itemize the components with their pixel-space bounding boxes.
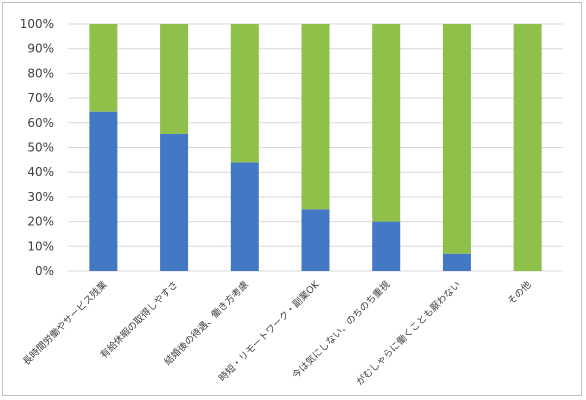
bar-segment-series-2 (372, 24, 401, 222)
bars (89, 24, 542, 271)
bar-segment-series-1 (301, 209, 330, 271)
y-tick-label: 60% (27, 116, 54, 130)
y-tick-label: 80% (27, 66, 54, 80)
bar-segment-series-2 (513, 24, 542, 271)
y-tick-label: 50% (27, 141, 54, 155)
x-category-label: その他 (505, 278, 534, 307)
y-tick-label: 100% (20, 17, 54, 31)
bar-segment-series-1 (230, 162, 259, 271)
x-category-label: 長時間労働やサービス残業 (20, 278, 109, 367)
bar-segment-series-2 (301, 24, 330, 210)
x-category-label: 有給休暇の取得しやすさ (98, 279, 180, 361)
bar-segment-series-1 (372, 221, 401, 271)
y-tick-label: 20% (27, 215, 54, 229)
bar-segment-series-1 (442, 253, 471, 271)
bar-segment-series-1 (160, 133, 189, 271)
bar-segment-series-2 (230, 24, 259, 163)
y-tick-label: 40% (27, 165, 54, 179)
y-tick-label: 90% (27, 42, 54, 56)
y-axis-tick-labels: 0% 10% 20% 30% 40% 50% 60% 70% 80% 90% 100% (20, 17, 54, 278)
bar-segment-series-1 (89, 111, 118, 271)
x-axis-category-labels: 長時間労働やサービス残業有給休暇の取得しやすさ結婚後の待遇、働き方考慮時短・リモ… (20, 278, 534, 388)
bar-segment-series-2 (442, 24, 471, 254)
y-tick-label: 70% (27, 91, 54, 105)
bar-segment-series-2 (89, 24, 118, 112)
y-tick-label: 30% (27, 190, 54, 204)
y-tick-label: 0% (35, 264, 54, 278)
y-tick-label: 10% (27, 239, 54, 253)
bar-segment-series-2 (160, 24, 189, 134)
